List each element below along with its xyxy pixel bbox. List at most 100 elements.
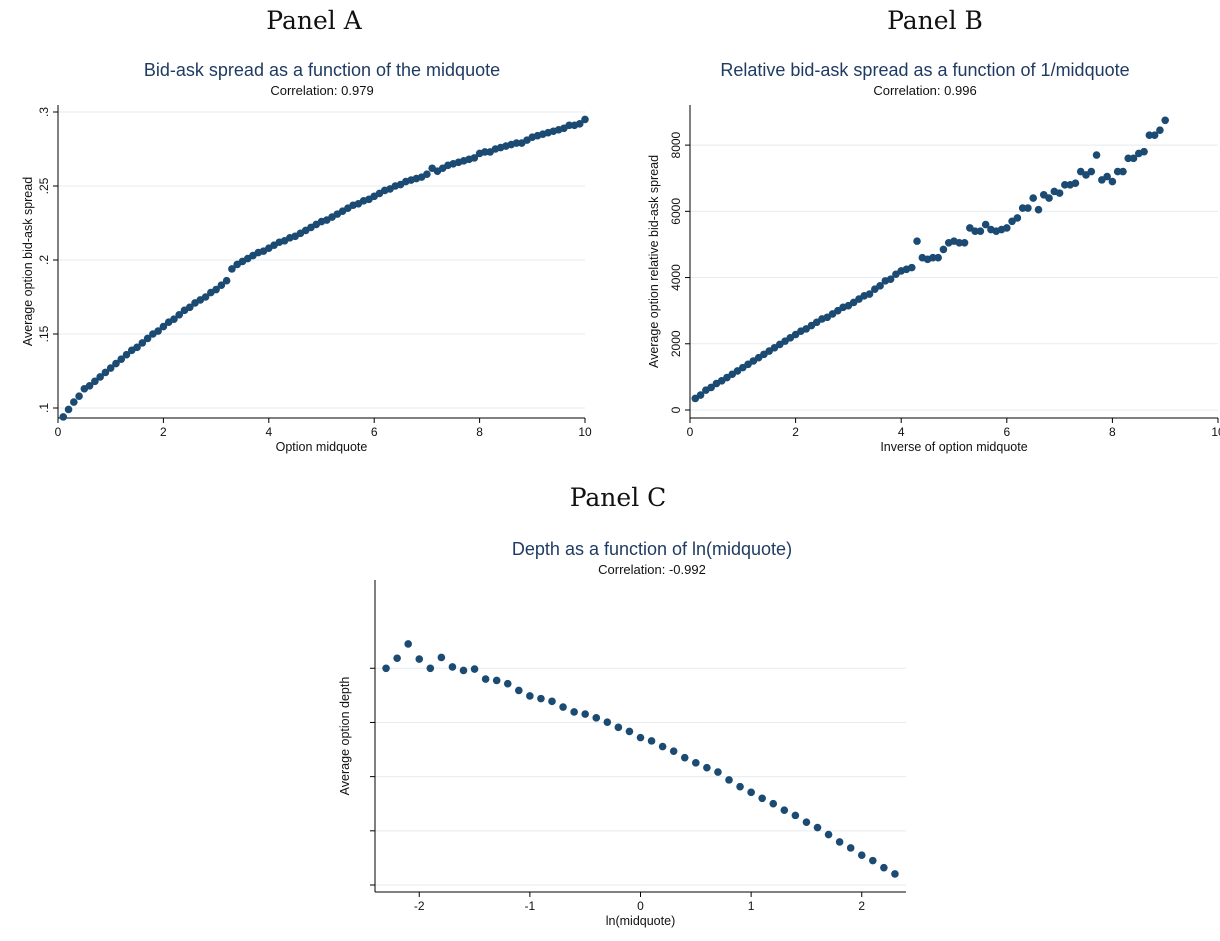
data-point: [780, 806, 789, 815]
data-point: [725, 776, 733, 784]
data-point: [437, 653, 446, 662]
data-point: [1024, 204, 1032, 212]
data-point: [112, 359, 120, 368]
data-point: [581, 710, 589, 718]
data-point: [592, 714, 601, 722]
data-point: [1045, 194, 1053, 202]
chart-subtitle: Correlation: -0.992: [598, 562, 706, 577]
data-point: [101, 368, 110, 377]
data-point: [85, 382, 94, 390]
data-point: [1129, 154, 1138, 163]
data-point: [1071, 179, 1080, 187]
data-point: [570, 708, 578, 716]
data-point: [907, 263, 916, 272]
x-tick-label: 8: [1109, 425, 1116, 439]
x-tick-label: 6: [371, 425, 378, 439]
y-tick-label: .2: [37, 255, 51, 265]
y-axis-label: Average option depth: [338, 677, 352, 796]
data-point: [581, 115, 589, 124]
data-point: [680, 753, 689, 762]
data-point: [846, 844, 855, 852]
data-point: [939, 245, 948, 254]
x-tick-label: 1: [748, 899, 755, 913]
data-point: [1061, 181, 1069, 189]
x-tick-label: 0: [687, 425, 694, 439]
data-point: [802, 818, 811, 826]
data-point: [512, 139, 521, 147]
data-point: [526, 692, 534, 700]
x-tick-label: 0: [637, 899, 644, 913]
data-point: [1103, 172, 1111, 181]
data-point: [976, 227, 985, 235]
data-point: [1034, 205, 1043, 214]
y-tick-label: 6000: [669, 198, 683, 225]
data-point: [1003, 224, 1011, 232]
data-point: [70, 398, 78, 406]
data-point: [201, 293, 210, 301]
data-point: [1150, 131, 1159, 139]
data-point: [813, 823, 822, 832]
data-point: [625, 727, 634, 736]
data-point: [106, 364, 115, 372]
data-point: [913, 237, 921, 245]
x-tick-label: -1: [525, 899, 536, 913]
chart-panel-a: Bid-ask spread as a function of the midq…: [21, 60, 592, 454]
x-tick-label: 10: [1211, 425, 1220, 439]
data-point: [537, 694, 545, 703]
data-point: [769, 799, 778, 808]
chart-title: Relative bid-ask spread as a function of…: [720, 60, 1129, 80]
data-point: [886, 275, 895, 284]
chart-title: Depth as a function of ln(midquote): [512, 539, 792, 559]
data-point: [981, 220, 990, 229]
data-point: [159, 322, 168, 331]
data-point: [736, 782, 744, 791]
data-point: [175, 310, 184, 319]
data-point: [1092, 151, 1101, 159]
data-point: [559, 703, 567, 711]
data-point: [891, 870, 899, 878]
data-point: [426, 664, 435, 673]
data-point: [481, 148, 489, 156]
data-point: [481, 675, 490, 683]
data-point: [492, 676, 501, 685]
data-point: [869, 856, 877, 865]
x-tick-label: 2: [160, 425, 167, 439]
data-point: [382, 664, 390, 673]
data-point: [470, 665, 479, 673]
x-axis-label: Option midquote: [276, 440, 368, 454]
data-point: [1119, 167, 1127, 176]
data-point: [393, 654, 401, 663]
data-point: [423, 170, 431, 178]
x-axis-label: ln(midquote): [606, 914, 675, 928]
y-tick-label: .3: [37, 107, 51, 117]
data-point: [415, 655, 424, 663]
data-point: [1087, 167, 1096, 176]
x-tick-label: 6: [1003, 425, 1010, 439]
data-point: [565, 121, 573, 130]
data-point: [865, 290, 874, 298]
data-point: [658, 742, 667, 751]
data-point: [64, 405, 73, 414]
data-point: [614, 723, 623, 732]
y-tick-label: .25: [37, 177, 51, 194]
data-point: [503, 679, 512, 688]
data-point: [857, 851, 866, 859]
data-point: [1018, 204, 1027, 212]
data-point: [880, 863, 888, 872]
data-point: [122, 350, 131, 359]
data-point: [955, 238, 964, 247]
chart-subtitle: Correlation: 0.979: [270, 83, 373, 98]
data-point: [1145, 131, 1154, 139]
y-axis-label: Average option bid-ask spread: [21, 177, 35, 346]
data-point: [222, 276, 231, 285]
data-point: [1113, 167, 1122, 176]
chart-panel-b: Relative bid-ask spread as a function of…: [647, 60, 1220, 454]
data-point: [515, 686, 523, 695]
data-point: [1161, 116, 1169, 125]
data-point: [1013, 214, 1022, 222]
x-tick-label: 0: [55, 425, 62, 439]
data-point: [696, 391, 705, 399]
data-point: [971, 227, 979, 235]
data-point: [91, 377, 99, 386]
x-tick-label: 4: [265, 425, 272, 439]
